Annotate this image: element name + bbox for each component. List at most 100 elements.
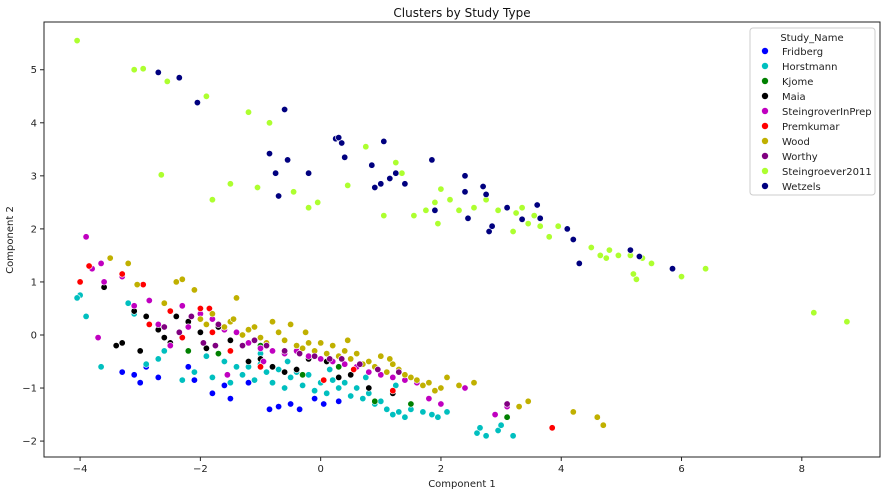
point-steingroverinprep [100,278,108,286]
point-wetzels [401,180,409,188]
point-steingroever2011 [470,204,478,212]
x-tick-label: 2 [438,464,444,475]
point-horstmann [326,365,334,373]
legend-marker [761,167,769,175]
point-worthy [187,312,195,320]
point-steingroever2011 [632,275,640,283]
legend-marker [761,77,769,85]
point-wetzels [635,253,643,261]
point-premkumar [548,424,556,432]
point-fridberg [245,379,253,387]
point-steingroever2011 [512,209,520,217]
series-fridberg [118,363,343,413]
x-tick-label: 0 [317,464,323,475]
point-wetzels [626,246,634,254]
point-wetzels [265,150,273,158]
legend-marker [761,92,769,100]
x-tick-label: 4 [558,464,564,475]
point-wood [329,342,337,350]
point-steingroever2011 [605,246,613,254]
point-steingroverinprep [461,384,469,392]
legend-label: Wood [782,137,810,148]
legend-item-wetzels: Wetzels [761,182,821,193]
point-steingroever2011 [494,206,502,214]
point-horstmann [428,411,436,419]
legend: Study_Name Fridberg Horstmann Kjome Maia Ste… [749,27,876,196]
point-horstmann [82,312,90,320]
point-premkumar [320,376,328,384]
point-steingroever2011 [677,273,685,281]
point-wood [302,328,310,336]
y-tick-label: 1 [31,277,37,288]
point-steingroverinprep [82,233,90,241]
point-steingroverinprep [233,328,241,336]
point-horstmann [341,379,349,387]
series-maia [100,283,397,397]
point-steingroever2011 [265,119,273,127]
legend-marker [761,107,769,115]
point-wetzels [305,169,313,177]
point-premkumar [118,270,126,278]
point-fridberg [136,379,144,387]
point-steingroever2011 [130,66,138,74]
point-wood [383,368,391,376]
point-steingroever2011 [410,212,418,220]
point-worthy [239,342,247,350]
point-steingroever2011 [702,265,710,273]
point-worthy [374,365,382,373]
point-wood [124,259,132,267]
point-wood [323,350,331,358]
plot-frame [43,21,881,458]
point-wood [256,334,264,342]
point-wetzels [338,139,346,147]
point-worthy [214,320,222,328]
point-wood [220,323,228,331]
point-horstmann [359,395,367,403]
point-steingroever2011 [554,222,562,230]
point-steingroever2011 [524,220,532,228]
point-steingroever2011 [157,171,165,179]
point-wood [386,355,394,363]
legend-item-fridberg: Fridberg [761,47,823,58]
point-steingroever2011 [305,204,313,212]
point-worthy [211,342,219,350]
point-kjome [335,363,343,371]
series-wood [106,254,607,429]
point-steingroever2011 [545,233,553,241]
point-steingroever2011 [536,222,544,230]
point-wetzels [479,183,487,191]
legend-items: Fridberg Horstmann Kjome Maia SteingroverInP… [761,47,872,193]
point-maia [226,336,234,344]
point-fridberg [311,395,319,403]
point-wood [281,336,289,344]
point-wood [407,373,415,381]
point-steingroverinprep [166,342,174,350]
point-horstmann [281,384,289,392]
point-steingroever2011 [602,254,610,262]
point-maia [202,344,210,352]
point-horstmann [287,373,295,381]
point-fridberg [320,400,328,408]
point-steingroever2011 [518,204,526,212]
point-wood [413,376,421,384]
series-kjome [184,342,511,421]
point-horstmann [160,347,168,355]
point-premkumar [145,320,153,328]
point-wetzels [485,228,493,236]
point-wetzels [461,188,469,196]
point-steingroever2011 [314,198,322,206]
point-fridberg [190,376,198,384]
point-steingroverinprep [389,373,397,381]
point-kjome [371,397,379,405]
point-horstmann [226,379,234,387]
point-worthy [338,355,346,363]
point-wood [515,403,523,411]
point-wood [230,315,238,323]
point-wetzels [461,172,469,180]
point-wetzels [341,153,349,161]
point-wetzels [380,137,388,145]
point-worthy [503,400,511,408]
point-steingroverinprep [268,347,276,355]
point-steingroever2011 [843,318,851,326]
